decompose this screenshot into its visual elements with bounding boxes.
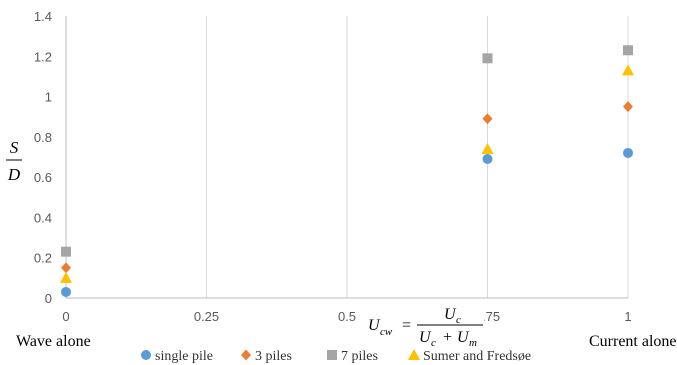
legend-label: 3 piles xyxy=(255,349,292,364)
formula-lhs-sub: cw xyxy=(380,326,393,338)
data-point-square xyxy=(61,246,71,257)
legend-triangle-marker xyxy=(408,349,420,360)
y-tick-label: 1.4 xyxy=(34,9,52,24)
formula-numerator: U xyxy=(444,306,457,323)
y-axis-label: S D xyxy=(6,138,22,184)
data-point-diamond xyxy=(482,113,493,125)
x-label-current-alone: Current alone xyxy=(589,333,677,350)
y-tick-label: 0.6 xyxy=(34,170,52,185)
data-point-triangle xyxy=(60,271,72,283)
legend-diamond-marker xyxy=(241,349,251,361)
y-tick-label: 0.2 xyxy=(34,251,52,266)
y-tick-label: 1.2 xyxy=(34,49,52,64)
grid-lines xyxy=(206,16,629,298)
data-points xyxy=(60,45,634,297)
formula-denominator2: U xyxy=(457,329,470,346)
y-tick-label: 0.4 xyxy=(34,210,52,225)
y-label-numerator: S xyxy=(10,138,19,157)
formula-plus: + xyxy=(443,329,452,346)
x-tick-label: 0 xyxy=(62,309,69,324)
legend: single pile 3 piles 7 piles Sumer and Freds… xyxy=(141,349,531,364)
y-tick-label: 0.8 xyxy=(34,130,52,145)
data-point-circle xyxy=(623,147,633,158)
formula-denominator: U xyxy=(419,329,432,346)
legend-label: Sumer and Fredsøe xyxy=(423,349,531,364)
x-tick-labels: 0 0.25 0.5 0.75 1 xyxy=(62,309,631,324)
formula-equals: = xyxy=(402,317,411,334)
x-axis-formula: U cw = U c U c + U m xyxy=(364,304,484,349)
data-point-triangle xyxy=(622,64,634,76)
formula-denominator-sub: c xyxy=(431,337,436,349)
formula-lhs: U xyxy=(368,317,381,334)
x-label-wave-alone: Wave alone xyxy=(16,333,91,350)
legend-square-marker xyxy=(327,350,337,360)
legend-label: single pile xyxy=(155,349,213,364)
y-tick-label: 1 xyxy=(45,90,52,105)
legend-label: 7 piles xyxy=(341,349,378,364)
data-point-square xyxy=(623,45,633,56)
y-tick-labels: 0 0.2 0.4 0.6 0.8 1 1.2 1.4 xyxy=(34,9,52,306)
data-point-square xyxy=(482,53,493,64)
data-point-diamond xyxy=(61,262,71,274)
legend-circle-marker xyxy=(141,350,151,360)
formula-numerator-sub: c xyxy=(456,314,461,326)
y-label-denominator: D xyxy=(7,165,21,184)
data-point-circle xyxy=(61,286,71,297)
formula-denominator2-sub: m xyxy=(469,337,477,349)
data-point-diamond xyxy=(623,101,633,113)
x-tick-label: 1 xyxy=(624,309,631,324)
data-point-triangle xyxy=(481,142,494,154)
x-tick-label: 0.25 xyxy=(194,309,219,324)
data-point-circle xyxy=(482,154,493,165)
y-tick-label: 0 xyxy=(45,291,52,306)
x-tick-label: 0.5 xyxy=(338,309,356,324)
